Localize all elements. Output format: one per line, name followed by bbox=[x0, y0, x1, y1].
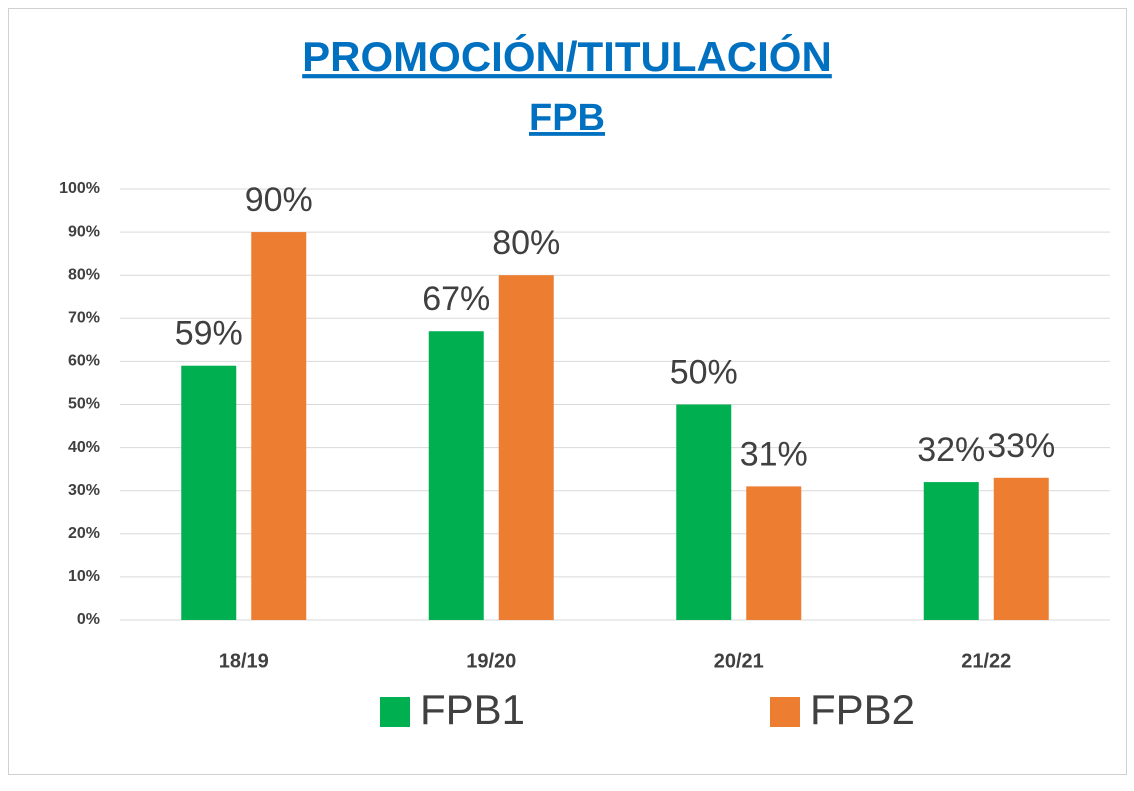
bar bbox=[923, 482, 979, 620]
legend-swatch bbox=[380, 697, 410, 727]
y-tick-label: 80% bbox=[68, 266, 100, 283]
x-tick-label: 21/22 bbox=[961, 650, 1011, 672]
y-tick-label: 0% bbox=[77, 611, 100, 628]
y-tick-label: 20% bbox=[68, 525, 100, 542]
value-label: 80% bbox=[492, 224, 560, 262]
chart-subtitle: FPB bbox=[529, 97, 605, 139]
y-tick-label: 10% bbox=[68, 568, 100, 585]
x-tick-label: 19/20 bbox=[466, 650, 516, 672]
y-tick-label: 60% bbox=[68, 353, 100, 370]
value-label: 32% bbox=[917, 431, 985, 469]
value-label: 50% bbox=[670, 353, 738, 391]
bar bbox=[676, 404, 732, 620]
x-tick-label: 20/21 bbox=[714, 650, 764, 672]
bar bbox=[498, 275, 554, 620]
value-label: 59% bbox=[175, 315, 243, 353]
value-label: 31% bbox=[740, 435, 808, 473]
bar bbox=[181, 365, 237, 620]
bar bbox=[993, 477, 1049, 620]
legend-swatch bbox=[770, 697, 800, 727]
value-label: 67% bbox=[422, 280, 490, 318]
legend-label: FPB2 bbox=[810, 686, 915, 733]
value-label: 33% bbox=[987, 427, 1055, 465]
bar bbox=[428, 331, 484, 620]
x-tick-label: 18/19 bbox=[219, 650, 269, 672]
y-tick-label: 30% bbox=[68, 482, 100, 499]
bar bbox=[251, 232, 307, 620]
value-label: 90% bbox=[245, 181, 313, 219]
y-tick-label: 40% bbox=[68, 439, 100, 456]
y-tick-label: 50% bbox=[68, 396, 100, 413]
bar bbox=[746, 486, 802, 620]
legend-label: FPB1 bbox=[420, 686, 525, 733]
chart-title: PROMOCIÓN/TITULACIÓN bbox=[302, 32, 832, 80]
y-tick-label: 100% bbox=[59, 180, 100, 197]
y-tick-label: 90% bbox=[68, 223, 100, 240]
y-tick-label: 70% bbox=[68, 310, 100, 327]
